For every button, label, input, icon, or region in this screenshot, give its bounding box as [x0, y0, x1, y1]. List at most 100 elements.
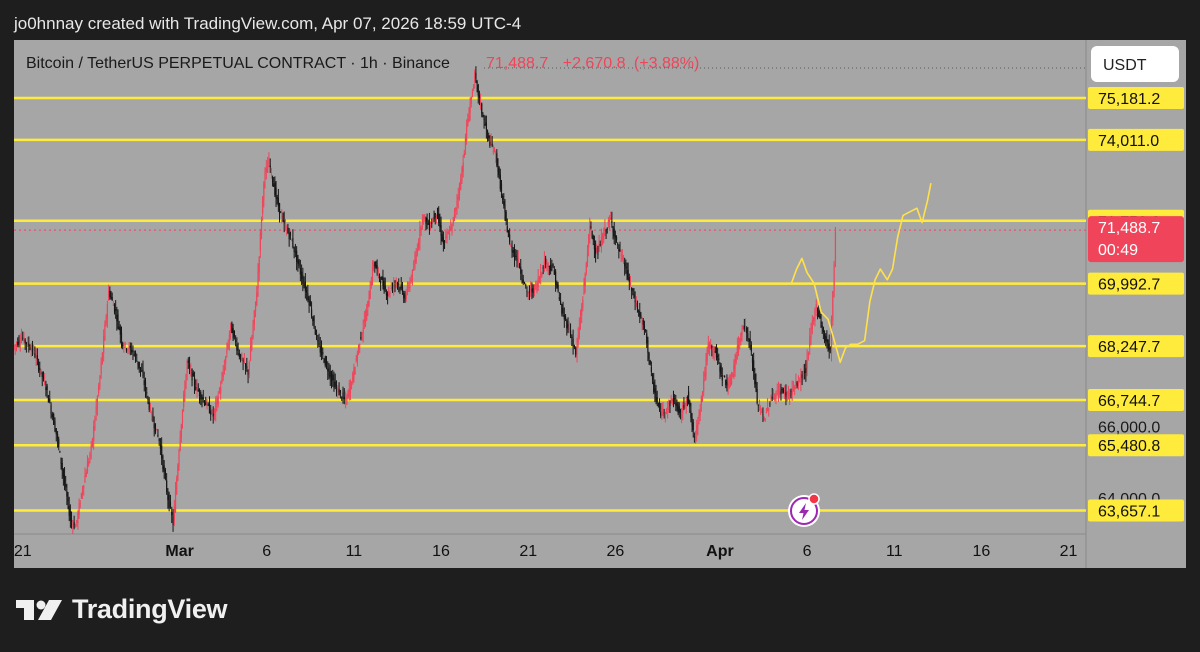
candle-body — [826, 339, 828, 343]
candle-body — [149, 408, 152, 411]
candle-body — [751, 357, 754, 363]
candle-body — [153, 423, 155, 429]
candle-body — [201, 398, 203, 400]
candle-body — [605, 230, 607, 232]
candle-body — [328, 367, 330, 376]
time-tick-label: 11 — [886, 543, 903, 560]
candle-body — [705, 359, 707, 375]
candle-body — [420, 226, 422, 231]
candle-body — [88, 461, 90, 465]
candle-body — [506, 226, 508, 233]
candle-body — [614, 235, 616, 238]
candle-body — [223, 367, 226, 372]
candle-body — [527, 292, 529, 295]
candle-body — [735, 354, 737, 362]
candle-body — [526, 290, 528, 292]
candle-body — [582, 299, 584, 308]
candle-body — [190, 369, 192, 371]
candle-body — [635, 303, 637, 305]
candle-body — [679, 410, 682, 413]
candle-body — [451, 223, 453, 232]
tradingview-logo[interactable]: TradingView — [16, 594, 228, 625]
candle-body — [119, 327, 121, 335]
candle-body — [626, 271, 628, 276]
candle-body — [395, 280, 397, 282]
time-tick-label: 21 — [519, 543, 537, 560]
last-price-label: 71,488.7 — [1098, 220, 1160, 237]
candle-body — [44, 381, 46, 384]
candle-body — [468, 114, 470, 122]
candle-body — [14, 345, 15, 348]
candle-body — [690, 410, 692, 418]
candle-body — [447, 232, 449, 235]
candle-body — [181, 409, 184, 424]
candle-body — [471, 92, 474, 94]
candle-body — [298, 260, 300, 267]
candle-body — [833, 263, 835, 291]
candle-body — [258, 256, 260, 273]
candle-body — [640, 315, 642, 319]
candle-body — [287, 227, 289, 234]
candle-body — [323, 359, 325, 363]
candle-body — [179, 436, 181, 450]
candle-body — [198, 389, 201, 397]
candle-body — [89, 453, 91, 458]
candle-body — [18, 340, 20, 343]
candle-body — [296, 250, 298, 262]
candle-body — [218, 389, 221, 393]
candle-body — [478, 94, 481, 98]
candle-body — [227, 343, 229, 349]
candle-body — [93, 425, 95, 441]
candle-body — [674, 398, 676, 400]
candle-body — [171, 511, 173, 516]
candle-body — [193, 377, 196, 386]
candle-body — [504, 204, 506, 213]
candle-body — [186, 360, 188, 374]
candle-body — [34, 353, 36, 358]
price-chart[interactable]: 66,000.064,000.0 75,181.274,011.071,750.… — [14, 40, 1186, 568]
candle-body — [509, 234, 511, 243]
lightning-bolt-icon[interactable] — [788, 493, 820, 527]
candle-body — [523, 282, 526, 284]
candle-body — [728, 383, 730, 387]
candle-body — [541, 273, 543, 277]
candle-body — [777, 389, 780, 396]
candle-body — [512, 250, 514, 253]
candle-body — [513, 250, 516, 258]
candle-body — [663, 412, 665, 414]
candle-body — [553, 269, 555, 275]
candle-body — [786, 392, 788, 395]
candle-body — [85, 472, 87, 477]
candle-body — [238, 353, 240, 358]
candle-body — [90, 444, 92, 451]
candle-body — [671, 399, 673, 403]
candle-body — [104, 324, 106, 341]
candle-body — [197, 389, 199, 392]
candle-body — [693, 436, 695, 438]
candle-body — [727, 386, 729, 388]
candle-body — [435, 214, 438, 217]
candle-body — [676, 403, 678, 405]
chart-svg[interactable]: 66,000.064,000.0 75,181.274,011.071,750.… — [14, 40, 1186, 568]
candle-body — [653, 381, 655, 392]
candle-body — [101, 352, 103, 364]
candle-body — [485, 122, 487, 130]
candle-body — [282, 219, 284, 221]
candle-body — [161, 445, 163, 459]
candle-body — [651, 374, 654, 380]
candle-body — [361, 333, 363, 340]
candle-body — [105, 316, 107, 325]
candle-body — [764, 419, 766, 421]
candle-body — [142, 369, 144, 377]
candle-body — [240, 354, 242, 361]
candle-body — [254, 301, 257, 312]
candle-body — [363, 319, 365, 323]
candle-body — [215, 402, 217, 413]
candle-body — [502, 195, 504, 200]
candle-body — [366, 309, 368, 321]
candle-body — [117, 314, 119, 321]
candle-body — [288, 233, 290, 240]
candle-body — [715, 347, 718, 358]
currency-button[interactable]: USDT — [1091, 46, 1179, 82]
candle-body — [559, 300, 562, 305]
